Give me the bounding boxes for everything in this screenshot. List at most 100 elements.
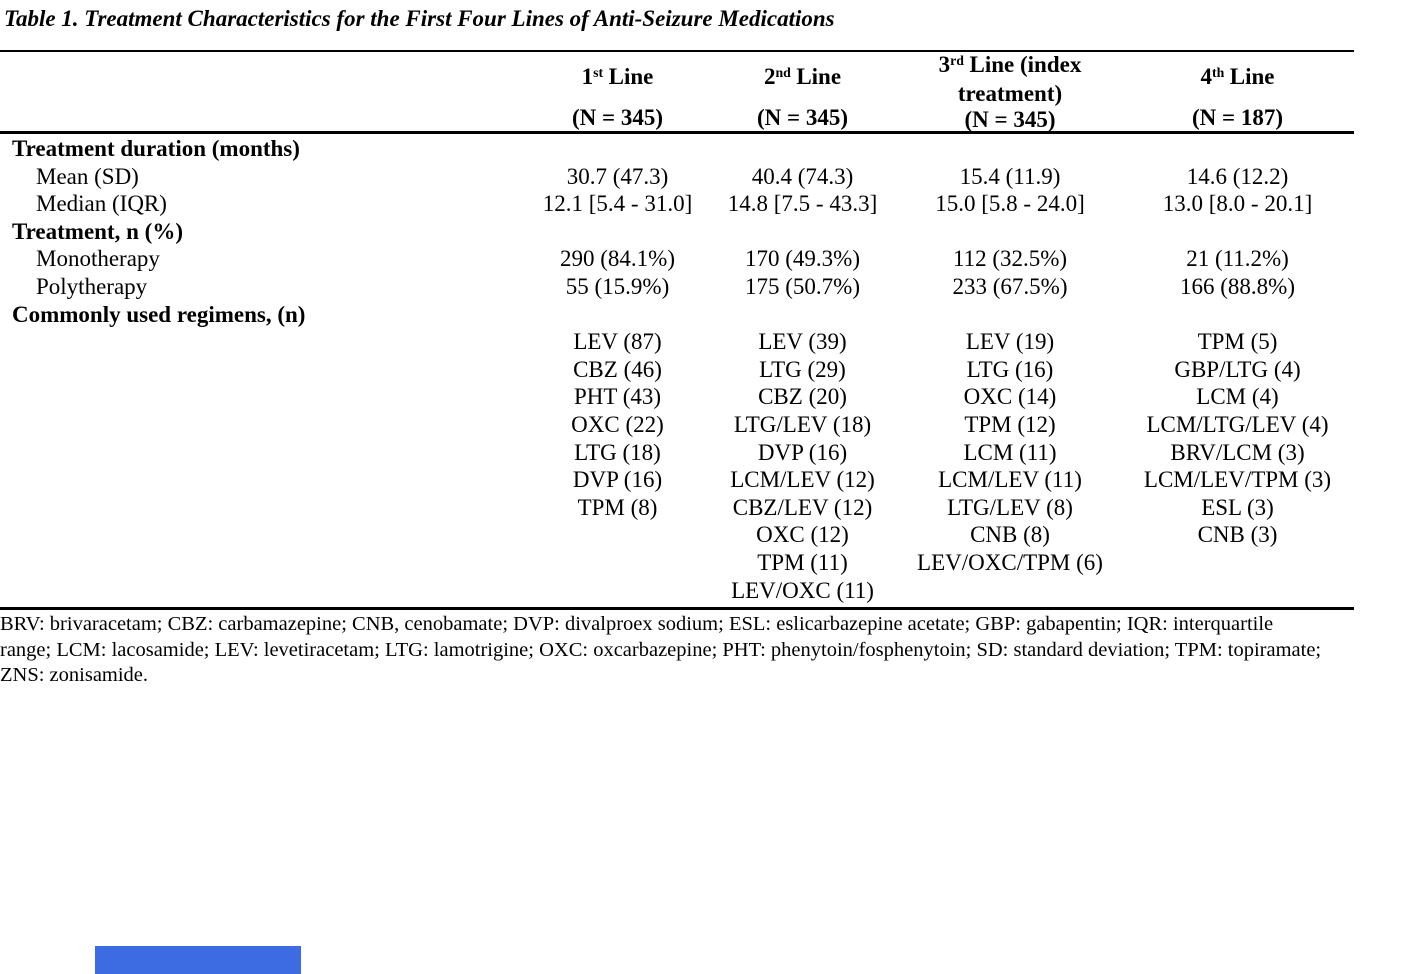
row-label: Monotherapy bbox=[36, 246, 160, 272]
table-cell: LEV (19) bbox=[965, 329, 1055, 355]
table-row: Median (IQR) 12.1 [5.4 - 31.0] 14.8 [7.5 -… bbox=[0, 190, 1355, 218]
footnote-line: ZNS: zonisamide. bbox=[0, 664, 149, 686]
table-cell: LEV/OXC (11) bbox=[731, 577, 874, 603]
table-cell bbox=[705, 135, 900, 163]
table-cell: OXC (12) bbox=[756, 522, 849, 548]
row-label bbox=[0, 328, 530, 356]
table-row: Mean (SD) 30.7 (47.3) 40.4 (74.3) 15.4 (11.… bbox=[0, 163, 1355, 191]
table-cell: LTG/LEV (8) bbox=[947, 494, 1073, 520]
table-row: Commonly used regimens, (n) bbox=[0, 301, 1355, 329]
column-header-3rd-line: 3rd Line (index treatment) (N = 345) bbox=[900, 52, 1120, 132]
table-cell bbox=[900, 135, 1120, 163]
table-cell: LCM (11) bbox=[963, 439, 1057, 465]
column-n-label: (N = 345) bbox=[571, 105, 664, 130]
table-cell bbox=[1120, 218, 1355, 246]
row-label bbox=[0, 521, 530, 549]
table-cell: CBZ/LEV (12) bbox=[732, 494, 873, 520]
table-cell: LTG/LEV (18) bbox=[733, 411, 872, 437]
column-header-label: 4th Line bbox=[1200, 64, 1275, 89]
table-cell bbox=[705, 301, 900, 329]
table-cell: 55 (15.9%) bbox=[565, 273, 670, 299]
table-cell bbox=[900, 301, 1120, 329]
table-row: OXC (22) LTG/LEV (18) TPM (12) LCM/LTG/LEV … bbox=[0, 411, 1355, 439]
footnote-line: range; LCM: lacosamide; LEV: levetiracet… bbox=[0, 638, 1322, 661]
row-label bbox=[0, 549, 530, 577]
column-n-label: (N = 345) bbox=[756, 105, 849, 130]
table-cell: 166 (88.8%) bbox=[1180, 273, 1295, 299]
footnote-line: BRV: brivaracetam; CBZ: carbamazepine; C… bbox=[0, 613, 1274, 635]
row-label bbox=[0, 439, 530, 467]
row-label bbox=[0, 356, 530, 384]
header-separator-rule bbox=[0, 131, 1354, 134]
table-bottom-rule bbox=[0, 607, 1354, 610]
table-cell: 21 (11.2%) bbox=[1186, 246, 1289, 272]
row-label: Commonly used regimens, (n) bbox=[12, 301, 306, 327]
table-cell: 13.0 [8.0 - 20.1] bbox=[1162, 191, 1313, 217]
table-cell bbox=[1120, 577, 1355, 605]
table-cell bbox=[900, 577, 1120, 605]
table-cell: LCM (4) bbox=[1196, 384, 1279, 410]
table-cell bbox=[530, 521, 705, 549]
table-cell bbox=[530, 135, 705, 163]
table-cell: CBZ (46) bbox=[573, 356, 662, 382]
column-n-label: (N = 345) bbox=[964, 107, 1056, 132]
table-cell: TPM (8) bbox=[577, 494, 658, 520]
table-row: CBZ (46) LTG (29) LTG (16) GBP/LTG (4) bbox=[0, 356, 1355, 384]
table-cell bbox=[530, 577, 705, 605]
table-cell: TPM (5) bbox=[1197, 329, 1278, 355]
table-cell: TPM (11) bbox=[757, 549, 848, 575]
row-label: Median (IQR) bbox=[36, 191, 167, 217]
table-cell: CNB (8) bbox=[970, 522, 1050, 548]
table-cell: CBZ (20) bbox=[758, 384, 847, 410]
table-cell: LCM/LEV/TPM (3) bbox=[1143, 467, 1332, 493]
column-header-4th-line: 4th Line (N = 187) bbox=[1120, 52, 1355, 131]
table-cell bbox=[1120, 549, 1355, 577]
table-cell: DVP (16) bbox=[757, 439, 848, 465]
table-cell: BRV/LCM (3) bbox=[1170, 439, 1305, 465]
table-title: Table 1. Treatment Characteristics for t… bbox=[4, 6, 835, 31]
table-cell bbox=[1120, 135, 1355, 163]
table-cell: LCM/LEV (12) bbox=[730, 467, 875, 493]
table-row: OXC (12) CNB (8) CNB (3) bbox=[0, 521, 1355, 549]
table-cell: 233 (67.5%) bbox=[952, 273, 1068, 299]
column-header-label: 3rd Line (index bbox=[938, 52, 1082, 77]
column-header-1st-line: 1st Line (N = 345) bbox=[530, 52, 705, 131]
row-label: Treatment duration (months) bbox=[12, 136, 300, 161]
table-cell bbox=[530, 218, 705, 246]
table-row: LTG (18) DVP (16) LCM (11) BRV/LCM (3) bbox=[0, 439, 1355, 467]
selection-highlight-bar bbox=[95, 946, 301, 974]
table-cell: 15.4 (11.9) bbox=[959, 163, 1061, 189]
table-cell: LTG (18) bbox=[574, 439, 661, 465]
table-row: TPM (11) LEV/OXC/TPM (6) bbox=[0, 549, 1355, 577]
table-cell: 112 (32.5%) bbox=[952, 246, 1068, 272]
row-label bbox=[0, 411, 530, 439]
row-label bbox=[0, 494, 530, 522]
table-row: Treatment, n (%) bbox=[0, 218, 1355, 246]
table-cell bbox=[705, 218, 900, 246]
column-n-label: (N = 187) bbox=[1191, 105, 1284, 130]
column-header-2nd-line: 2nd Line (N = 345) bbox=[705, 52, 900, 131]
table-cell bbox=[1120, 301, 1355, 329]
table-row: LEV (87) LEV (39) LEV (19) TPM (5) bbox=[0, 328, 1355, 356]
row-label: Treatment, n (%) bbox=[12, 218, 183, 244]
row-label bbox=[0, 383, 530, 411]
table-row: LEV/OXC (11) bbox=[0, 577, 1355, 605]
table-cell: 14.6 (12.2) bbox=[1186, 163, 1289, 189]
table-cell: OXC (14) bbox=[963, 384, 1057, 410]
table-cell: ESL (3) bbox=[1201, 494, 1274, 520]
table-cell: 40.4 (74.3) bbox=[751, 163, 854, 189]
row-label bbox=[0, 577, 530, 605]
table-row: Monotherapy 290 (84.1%) 170 (49.3%) 112 (32… bbox=[0, 245, 1355, 273]
table-cell: 175 (50.7%) bbox=[745, 273, 860, 299]
table-cell bbox=[900, 218, 1120, 246]
table-cell: 290 (84.1%) bbox=[560, 246, 675, 272]
column-header-label: 2nd Line bbox=[763, 64, 842, 89]
table-top-rule bbox=[0, 50, 1354, 52]
table-cell: LEV (87) bbox=[573, 329, 662, 355]
table-cell: LCM/LEV (11) bbox=[938, 467, 1082, 493]
table-cell: 12.1 [5.4 - 31.0] bbox=[542, 191, 693, 217]
table-row: Treatment duration (months) bbox=[0, 135, 1355, 163]
table-row: PHT (43) CBZ (20) OXC (14) LCM (4) bbox=[0, 383, 1355, 411]
table-row: Polytherapy 55 (15.9%) 175 (50.7%) 233 (67.… bbox=[0, 273, 1355, 301]
table-footnote: BRV: brivaracetam; CBZ: carbamazepine; C… bbox=[0, 612, 1420, 689]
